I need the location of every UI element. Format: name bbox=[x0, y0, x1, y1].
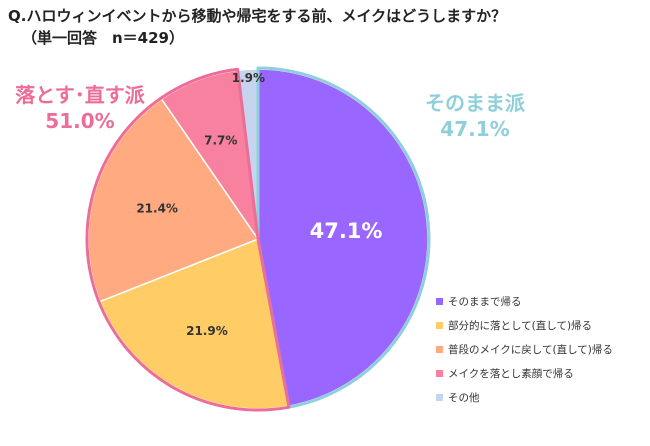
group-outline-as-is bbox=[256, 66, 431, 409]
group-right-value: 47.1% bbox=[440, 117, 510, 141]
group-left-value: 51.0% bbox=[45, 109, 115, 133]
pie-slice-label-2: 21.4% bbox=[136, 201, 178, 215]
legend-item-1: 部分的に落として(直して)帰る bbox=[436, 313, 613, 337]
legend-label-2: 普段のメイクに戻して(直して)帰る bbox=[448, 343, 613, 356]
legend-swatch-1 bbox=[436, 321, 443, 329]
legend-swatch-4 bbox=[436, 393, 443, 401]
legend-item-2: 普段のメイクに戻して(直して)帰る bbox=[436, 337, 613, 361]
legend-item-3: メイクを落とし素顔で帰る bbox=[436, 361, 613, 385]
pie-slice-label-3: 7.7% bbox=[204, 133, 237, 147]
pie-slice-label-0: 47.1% bbox=[310, 219, 383, 243]
legend-label-1: 部分的に落として(直して)帰る bbox=[448, 319, 593, 332]
pie-slice-label-1: 21.9% bbox=[186, 324, 228, 338]
chart-title: Q.ハロウィンイベントから移動や帰宅をする前、メイクはどうしますか？ bbox=[8, 7, 507, 25]
group-left-name: 落とす･直す派 bbox=[15, 83, 145, 107]
legend: そのままで帰る部分的に落として(直して)帰る普段のメイクに戻して(直して)帰るメ… bbox=[436, 289, 613, 409]
legend-swatch-0 bbox=[436, 297, 443, 305]
legend-label-0: そのままで帰る bbox=[448, 295, 522, 308]
legend-swatch-3 bbox=[436, 369, 443, 377]
chart-subtitle: （単一回答 n＝429） bbox=[22, 29, 184, 47]
legend-swatch-2 bbox=[436, 345, 443, 353]
group-label-as-is: そのまま派 47.1% bbox=[410, 90, 540, 142]
legend-item-4: その他 bbox=[436, 385, 613, 409]
legend-label-3: メイクを落とし素顔で帰る bbox=[448, 367, 574, 380]
group-label-remove-fix: 落とす･直す派 51.0% bbox=[10, 82, 150, 134]
group-outline-remove-fix bbox=[85, 67, 291, 412]
group-right-name: そのまま派 bbox=[425, 91, 525, 115]
legend-label-4: その他 bbox=[448, 391, 480, 404]
pie-slice-label-4: 1.9% bbox=[232, 71, 265, 85]
legend-item-0: そのままで帰る bbox=[436, 289, 613, 313]
